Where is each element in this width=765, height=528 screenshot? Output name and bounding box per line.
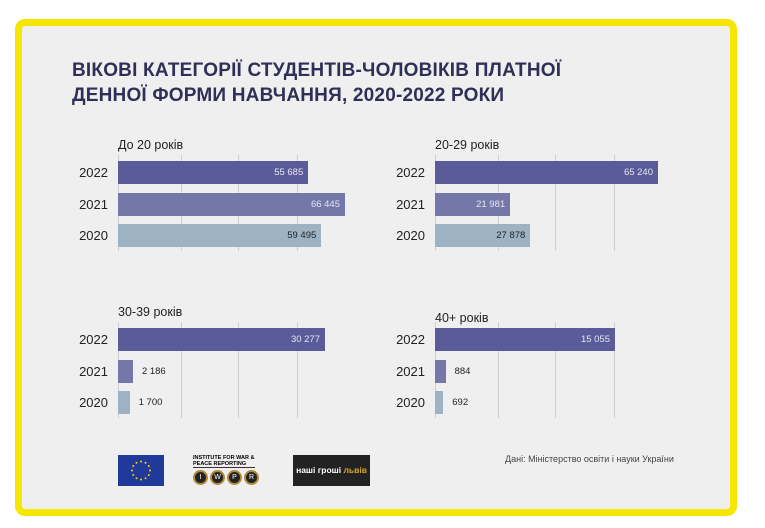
year-label: 2020	[79, 395, 108, 410]
ng-text: наші гроші	[296, 465, 342, 475]
panel-title: 30-39 років	[118, 305, 183, 319]
year-label: 2022	[79, 165, 108, 180]
value-label: 30 277	[290, 334, 320, 345]
panel-title: До 20 років	[118, 138, 184, 152]
value-label: 55 685	[274, 167, 304, 178]
gridline	[498, 322, 499, 418]
year-label: 2020	[396, 228, 425, 243]
source-note: Дані: Міністерство освіти і науки Україн…	[505, 454, 674, 464]
gridline	[614, 155, 615, 251]
panel-title: 20-29 років	[435, 138, 500, 152]
panel-title: 40+ років	[435, 311, 489, 325]
bar-2022	[435, 328, 615, 351]
iwpr-letter: R	[244, 470, 259, 485]
iwpr-letter: I	[193, 470, 208, 485]
bar-2020	[435, 391, 444, 414]
value-label: 2 186	[141, 365, 166, 377]
gridline	[555, 322, 556, 418]
bar-2021	[435, 359, 446, 383]
year-label: 2022	[79, 332, 108, 347]
year-label: 2020	[396, 395, 425, 410]
value-label: 66 445	[310, 198, 340, 210]
year-label: 2021	[79, 363, 108, 379]
bar-2022	[118, 328, 325, 351]
gridline	[555, 155, 556, 251]
year-label: 2021	[396, 196, 425, 212]
year-label: 2022	[396, 165, 425, 180]
bar-2021	[435, 192, 511, 216]
value-label: 21 981	[476, 198, 506, 210]
gridline	[181, 322, 182, 418]
nashi-groshi-logo: наші гроші львів	[293, 455, 370, 486]
value-label: 27 878	[496, 230, 526, 241]
bar-2022	[118, 161, 309, 184]
year-label: 2021	[396, 363, 425, 379]
gridline	[297, 322, 298, 418]
eu-logo	[118, 455, 164, 486]
bar-2020	[435, 224, 531, 247]
eu-stars-icon	[131, 460, 151, 481]
value-label: 692	[452, 397, 469, 408]
title-line-2: ДЕННОЇ ФОРМИ НАВЧАННЯ, 2020-2022 РОКИ	[72, 85, 505, 106]
bar-2022	[435, 161, 658, 184]
chart-frame	[15, 19, 737, 516]
bar-2021	[118, 359, 133, 383]
year-label: 2020	[79, 228, 108, 243]
gridline	[614, 322, 615, 418]
iwpr-letter: W	[210, 470, 225, 485]
year-label: 2021	[79, 196, 108, 212]
gridline	[238, 322, 239, 418]
value-label: 65 240	[623, 167, 653, 178]
value-label: 884	[454, 365, 471, 377]
ng-city: львів	[343, 465, 367, 475]
title-line-1: ВІКОВІ КАТЕГОРІЇ СТУДЕНТІВ-ЧОЛОВІКІВ ПЛА…	[72, 60, 562, 81]
bar-2020	[118, 224, 322, 247]
bar-2020	[118, 391, 130, 414]
value-label: 1 700	[138, 397, 163, 408]
chart-title: ВІКОВІ КАТЕГОРІЇ СТУДЕНТІВ-ЧОЛОВІКІВ ПЛА…	[72, 58, 561, 108]
value-label: 59 495	[287, 230, 317, 241]
value-label: 15 055	[580, 334, 610, 345]
bar-2021	[118, 192, 345, 216]
iwpr-letter: P	[227, 470, 242, 485]
year-label: 2022	[396, 332, 425, 347]
iwpr-text: INSTITUTE FOR WAR & PEACE REPORTING	[193, 455, 255, 468]
